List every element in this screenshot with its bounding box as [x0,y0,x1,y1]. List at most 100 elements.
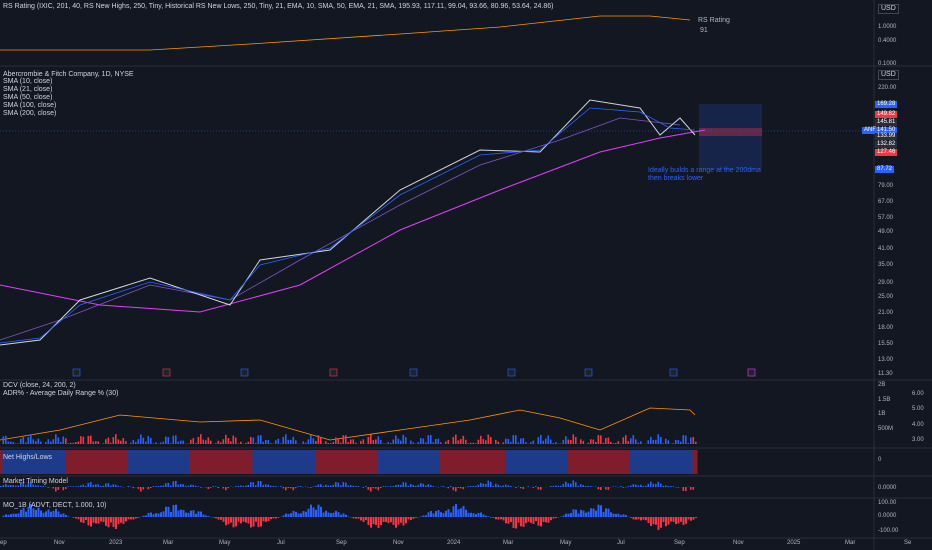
bar [440,442,442,444]
bar [365,486,367,487]
bar [92,484,95,487]
bar [147,436,150,444]
bar [115,517,117,529]
bar [55,450,58,474]
bar [25,511,27,517]
bar [182,484,185,487]
bar [507,517,510,524]
bar [160,442,162,444]
bar [497,450,500,474]
bar [505,450,508,474]
time-label: May [560,540,572,546]
bar [545,438,547,444]
bar [645,450,648,474]
bar [250,482,252,487]
bar [372,487,375,489]
bar [622,450,625,474]
bar [157,513,160,517]
bar [657,517,660,530]
bar [687,450,690,474]
bar [572,434,575,444]
bar [607,450,610,474]
bar [527,450,530,474]
bar [352,485,355,487]
bar [15,450,18,474]
currency[interactable]: USD [878,4,899,14]
bar [40,450,43,474]
bar [625,435,627,444]
bar [600,505,602,517]
bar [130,450,133,474]
bar [292,510,295,517]
bar [380,439,382,444]
bar [425,515,427,517]
bar [432,442,435,444]
bar [605,487,607,490]
bar [135,441,137,444]
bar [525,450,528,474]
bar [137,450,140,474]
bar [350,485,352,487]
currency[interactable]: USD [878,70,899,80]
bar [15,485,17,487]
bar [640,517,642,521]
bar [552,450,555,474]
bar [505,517,507,524]
bar [17,485,20,487]
bar [267,484,270,487]
bar [160,512,162,517]
bar [342,435,345,444]
bar [555,517,557,518]
bar [647,483,650,487]
bar [447,439,450,444]
bar [245,485,247,487]
bar [417,442,420,444]
bar [40,486,42,487]
bar [647,440,650,444]
bar [582,485,585,487]
bar [187,485,190,487]
bar [600,487,602,491]
bar [465,509,467,517]
bar [465,439,467,444]
axis-label: 5.00 [912,406,924,412]
bar [677,517,680,524]
bar [72,517,75,518]
bar [372,440,375,444]
bar [612,513,615,517]
bar [402,434,405,444]
bar [107,437,110,444]
bar [40,510,42,517]
bar [290,450,293,474]
bar [52,439,55,444]
bar [332,512,335,517]
bar [387,486,390,487]
bar [12,513,15,517]
bar [635,450,638,474]
bar [242,450,245,474]
axis-label: 49.00 [878,229,894,235]
bar [520,487,522,489]
bar [355,442,357,444]
bar [112,450,115,474]
bar [485,515,487,517]
bar [642,485,645,487]
bar [690,487,692,490]
bar [557,485,560,487]
bar [37,485,40,487]
bar [460,508,462,517]
bar [657,434,660,444]
bar [362,517,365,522]
bar [340,450,343,474]
bar [252,482,255,487]
bar [482,450,485,474]
bar [167,482,170,487]
bar [22,436,25,444]
bar [25,450,28,474]
bar [172,450,175,474]
bar [670,450,673,474]
bar [315,485,317,487]
bar [627,450,630,474]
bar [155,513,157,517]
bar [400,517,402,523]
